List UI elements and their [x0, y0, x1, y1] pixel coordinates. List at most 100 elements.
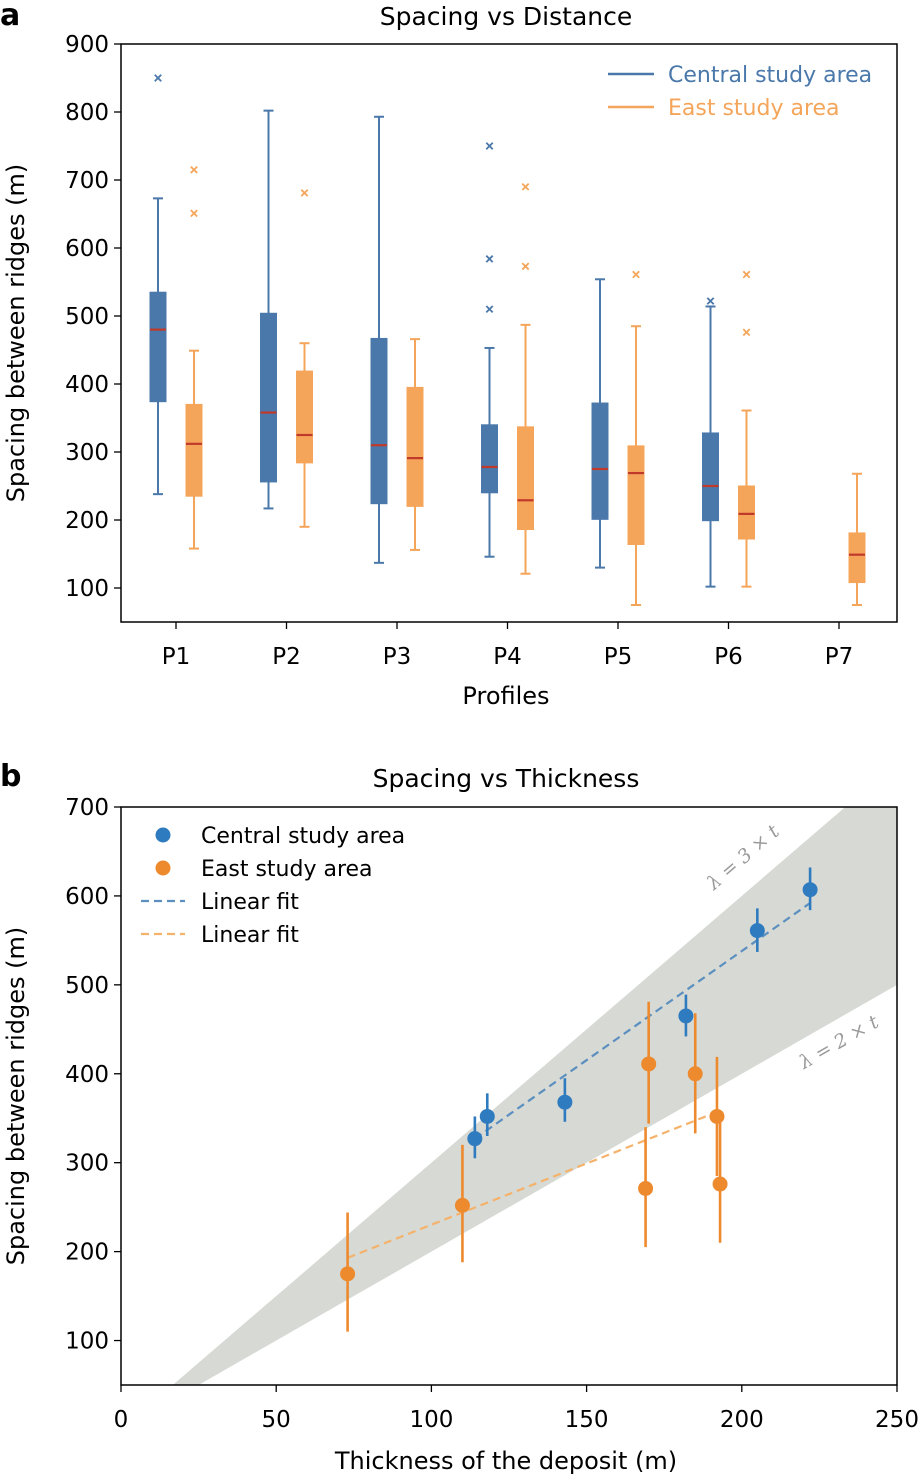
legend-label: East study area: [668, 96, 840, 121]
data-point-central: [557, 1078, 573, 1122]
x-tick-label: P7: [825, 644, 854, 670]
x-tick-label: 200: [720, 1407, 764, 1433]
data-point-east: [638, 1127, 654, 1248]
data-point-east: [712, 1122, 728, 1243]
box-east-P2: [296, 189, 313, 528]
box-east-P3: [406, 338, 424, 551]
box-iqr: [702, 432, 719, 522]
point-marker: [709, 1108, 725, 1124]
outlier-marker: [190, 165, 198, 174]
box-central-P3: [370, 115, 388, 564]
box-iqr: [406, 386, 424, 507]
y-tick-label: 400: [65, 372, 109, 398]
box-iqr: [296, 370, 313, 464]
data-point-east: [340, 1212, 356, 1332]
panel-b-marks: [340, 867, 818, 1332]
point-marker: [749, 923, 765, 939]
box-central-P4: [481, 142, 498, 558]
data-point-east: [454, 1144, 470, 1263]
y-tick-label: 500: [65, 973, 109, 999]
panel-a-ticks: 100 200 300 400 500 600 700 800 900 P1 P2 P3 P4 P5 P6 P…: [65, 32, 853, 670]
point-marker: [687, 1066, 703, 1082]
x-tick-label: P6: [714, 644, 743, 670]
legend-label: Linear fit: [201, 923, 299, 948]
data-point-east: [687, 1013, 703, 1134]
box-central-P6: [702, 297, 719, 588]
panel-b-letter: b: [0, 759, 21, 794]
box-iqr: [149, 291, 167, 403]
x-tick-label: P3: [383, 644, 412, 670]
box-iqr: [591, 402, 609, 520]
legend-label: Central study area: [668, 63, 872, 88]
outlier-marker: [521, 182, 530, 191]
outlier-marker: [706, 297, 715, 305]
box-central-P1: [149, 74, 167, 496]
y-tick-label: 600: [65, 884, 109, 910]
box-iqr: [627, 445, 645, 545]
y-tick-label: 500: [65, 304, 109, 330]
x-tick-label: 0: [114, 1407, 129, 1433]
outlier-stroke: [485, 142, 494, 150]
box-east-P5: [627, 270, 645, 606]
y-tick-label: 700: [65, 795, 109, 821]
data-point-central: [749, 908, 765, 952]
outlier-stroke: [300, 189, 309, 197]
outlier-marker: [154, 74, 162, 82]
outlier-marker: [190, 209, 198, 218]
outlier-stroke: [190, 209, 198, 218]
outlier-marker: [485, 255, 494, 263]
legend-label: East study area: [201, 857, 373, 882]
outlier-stroke: [485, 255, 494, 263]
point-marker: [712, 1176, 728, 1192]
point-marker: [802, 882, 818, 898]
point-marker: [641, 1056, 657, 1072]
point-marker: [678, 1008, 694, 1024]
panel-a-title: Spacing vs Distance: [380, 2, 633, 31]
box-east-P6: [738, 270, 755, 588]
panel-a-axes-frame: [120, 43, 898, 623]
panel-a-boxes: [149, 74, 866, 606]
outlier-stroke: [742, 270, 751, 279]
x-tick-label: P1: [162, 644, 191, 670]
y-tick-label: 100: [65, 576, 109, 602]
data-point-east: [709, 1056, 725, 1177]
outlier-stroke: [190, 165, 198, 174]
data-point-central: [802, 867, 818, 911]
legend-label: Central study area: [201, 824, 405, 849]
x-tick-label: P5: [604, 644, 633, 670]
point-marker: [340, 1266, 356, 1282]
point-marker: [454, 1197, 470, 1213]
y-tick-label: 100: [65, 1329, 109, 1355]
panel-b-legend: Central study area East study area Linear …: [141, 824, 405, 948]
outlier-marker: [742, 328, 751, 337]
box-iqr: [848, 532, 866, 584]
data-point-central: [467, 1116, 483, 1159]
y-tick-label: 300: [65, 440, 109, 466]
panel-b-title: Spacing vs Thickness: [373, 764, 640, 793]
point-marker: [557, 1094, 573, 1110]
outlier-stroke: [521, 182, 530, 191]
panel-a-ylabel: Spacing between ridges (m): [2, 164, 30, 503]
data-point-central: [678, 994, 694, 1037]
legend-marker: [155, 827, 171, 843]
data-point-east: [641, 1001, 657, 1124]
box-central-P2: [260, 109, 277, 510]
outlier-stroke: [485, 305, 494, 314]
y-tick-label: 200: [65, 508, 109, 534]
x-tick-label: 250: [875, 1407, 919, 1433]
box-iqr: [260, 312, 277, 483]
outlier-stroke: [154, 74, 162, 82]
box-iqr: [481, 424, 498, 494]
box-east-P4: [517, 182, 534, 575]
panel-b-ticks: 100 200 300 400 500 600 700 0 50 100 150 200 250: [65, 795, 919, 1433]
box-central-P5: [591, 278, 609, 569]
point-marker: [638, 1180, 654, 1196]
point-marker: [467, 1131, 483, 1147]
outlier-marker: [485, 305, 494, 314]
outlier-stroke: [632, 270, 640, 279]
x-tick-label: P2: [272, 644, 301, 670]
outlier-marker: [742, 270, 751, 279]
outlier-stroke: [521, 262, 530, 271]
box-east-P1: [185, 165, 203, 550]
